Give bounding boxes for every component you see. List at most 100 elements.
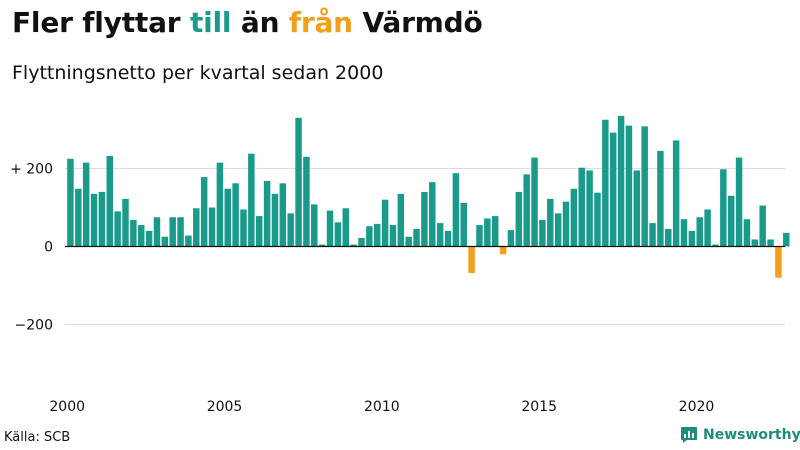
bar-positive <box>452 173 460 247</box>
title-part-3: än <box>231 6 289 39</box>
y-tick-label: −200 <box>15 318 53 334</box>
bar-positive <box>633 170 641 247</box>
bar-positive <box>342 208 349 247</box>
bar-positive <box>75 188 82 247</box>
bar-positive <box>255 216 263 247</box>
bar-positive <box>507 230 515 247</box>
bar-positive <box>295 117 302 247</box>
bar-positive <box>476 225 483 247</box>
bar-positive <box>224 188 231 247</box>
bar-positive <box>350 244 357 247</box>
bar-positive <box>578 167 585 247</box>
bar-positive <box>484 218 491 247</box>
title-accent-in: till <box>189 6 232 39</box>
chart-title: Fler flyttar till än från Värmdö <box>12 6 483 39</box>
bars <box>67 115 790 278</box>
bar-positive <box>413 228 420 247</box>
bar-positive <box>279 183 287 247</box>
bar-positive <box>106 156 113 247</box>
bar-positive <box>531 157 538 247</box>
bar-positive <box>460 202 467 247</box>
bar-positive <box>397 193 405 247</box>
bar-positive <box>311 204 318 247</box>
bar-positive <box>161 236 169 247</box>
bar-positive <box>169 217 176 247</box>
bar-positive <box>436 223 444 247</box>
y-tick-label: + 200 <box>10 162 53 178</box>
bar-positive <box>547 198 554 247</box>
bar-positive <box>405 236 412 247</box>
bar-positive <box>657 150 664 247</box>
tick-labels: −200 0 + 200 2000 2005 2010 2015 2020 <box>10 162 714 416</box>
bar-positive <box>98 191 106 247</box>
bar-positive <box>562 201 570 247</box>
newsworthy-logo-icon <box>681 427 697 443</box>
bar-positive <box>609 132 617 247</box>
title-part-5: Värmdö <box>352 6 483 39</box>
bar-positive <box>672 140 680 247</box>
bar-positive <box>696 217 703 247</box>
x-tick-label: 2010 <box>364 399 400 415</box>
bar-positive <box>193 208 200 247</box>
bar-positive <box>602 119 609 247</box>
bar-positive <box>153 217 161 247</box>
bar-positive <box>326 210 334 247</box>
bar-positive <box>539 219 546 247</box>
bar-positive <box>263 180 271 247</box>
bar-positive <box>373 223 381 247</box>
bar-positive <box>523 174 530 247</box>
title-part-1: Fler flyttar <box>12 6 190 39</box>
bar-positive <box>444 230 452 247</box>
bar-positive <box>90 193 98 247</box>
bar-positive <box>138 225 145 247</box>
bar-positive <box>271 193 279 247</box>
bar-positive <box>491 216 499 247</box>
bar-positive <box>665 228 672 247</box>
bar-positive <box>735 157 743 247</box>
bar-positive <box>751 239 759 247</box>
bar-positive <box>208 207 216 247</box>
bar-positive <box>334 222 342 247</box>
bar-positive <box>248 153 255 247</box>
brand-name: Newsworthy <box>703 427 800 443</box>
bar-positive <box>617 115 625 247</box>
bar-positive <box>515 191 523 247</box>
bar-positive <box>287 213 294 247</box>
bar-positive <box>743 219 751 247</box>
bar-positive <box>358 237 365 247</box>
bar-positive <box>145 230 153 247</box>
bar-positive <box>570 188 578 247</box>
bar-positive <box>303 156 310 247</box>
bar-positive <box>720 169 727 247</box>
bar-positive <box>712 244 719 247</box>
bar-positive <box>130 219 137 247</box>
x-tick-label: 2020 <box>679 399 715 415</box>
bar-positive <box>200 177 208 247</box>
bar-positive <box>240 209 247 247</box>
bar-positive <box>177 217 184 247</box>
bar-positive <box>594 192 601 247</box>
brand-logo: Newsworthy <box>680 426 800 444</box>
bar-positive <box>429 182 436 247</box>
bar-positive <box>82 162 90 247</box>
bar-positive <box>625 125 633 247</box>
bar-positive <box>67 158 74 247</box>
title-accent-out: från <box>288 6 353 39</box>
bar-positive <box>366 226 373 247</box>
bar-positive <box>122 198 129 247</box>
y-tick-label: 0 <box>44 240 53 256</box>
bar-positive <box>767 239 774 247</box>
bar-positive <box>641 126 648 247</box>
bar-positive <box>232 183 239 247</box>
bar-positive <box>649 223 656 247</box>
gridlines <box>65 168 785 325</box>
bar-positive <box>759 205 766 247</box>
bar-positive <box>727 195 735 247</box>
bar-negative <box>499 246 507 255</box>
bar-positive <box>421 191 428 247</box>
bar-positive <box>688 230 696 247</box>
bar-positive <box>318 244 326 247</box>
bar-negative <box>775 246 782 278</box>
bar-positive <box>554 213 562 247</box>
